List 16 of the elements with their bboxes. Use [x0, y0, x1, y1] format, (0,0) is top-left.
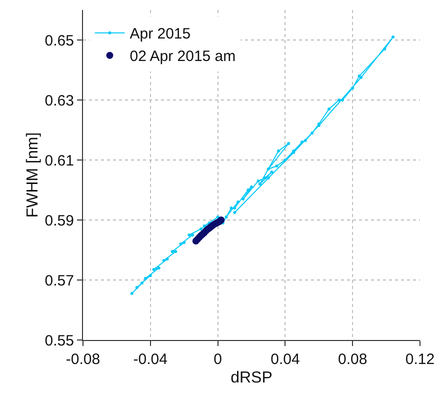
y-tick-label: 0.55 [44, 332, 74, 350]
x-tick-label: 0.04 [270, 351, 300, 368]
y-tick-label: 0.57 [44, 272, 74, 290]
x-tick-label: 0 [214, 351, 222, 368]
y-axis-title: FWHM [nm] [24, 132, 42, 218]
x-axis-title: dRSP [230, 370, 272, 387]
x-tick-label: 0.12 [405, 351, 435, 368]
legend-label: 02 Apr 2015 am [130, 48, 236, 66]
x-tick-label: 0.08 [338, 351, 368, 368]
y-tick-label: 0.59 [44, 212, 74, 230]
x-tick-label: -0.04 [133, 351, 168, 368]
y-tick-label: 0.61 [44, 152, 74, 170]
x-tick-label: -0.08 [66, 351, 100, 368]
y-tick-label: 0.63 [44, 92, 74, 110]
legend-label: Apr 2015 [130, 26, 191, 43]
y-tick-label: 0.65 [44, 32, 74, 50]
